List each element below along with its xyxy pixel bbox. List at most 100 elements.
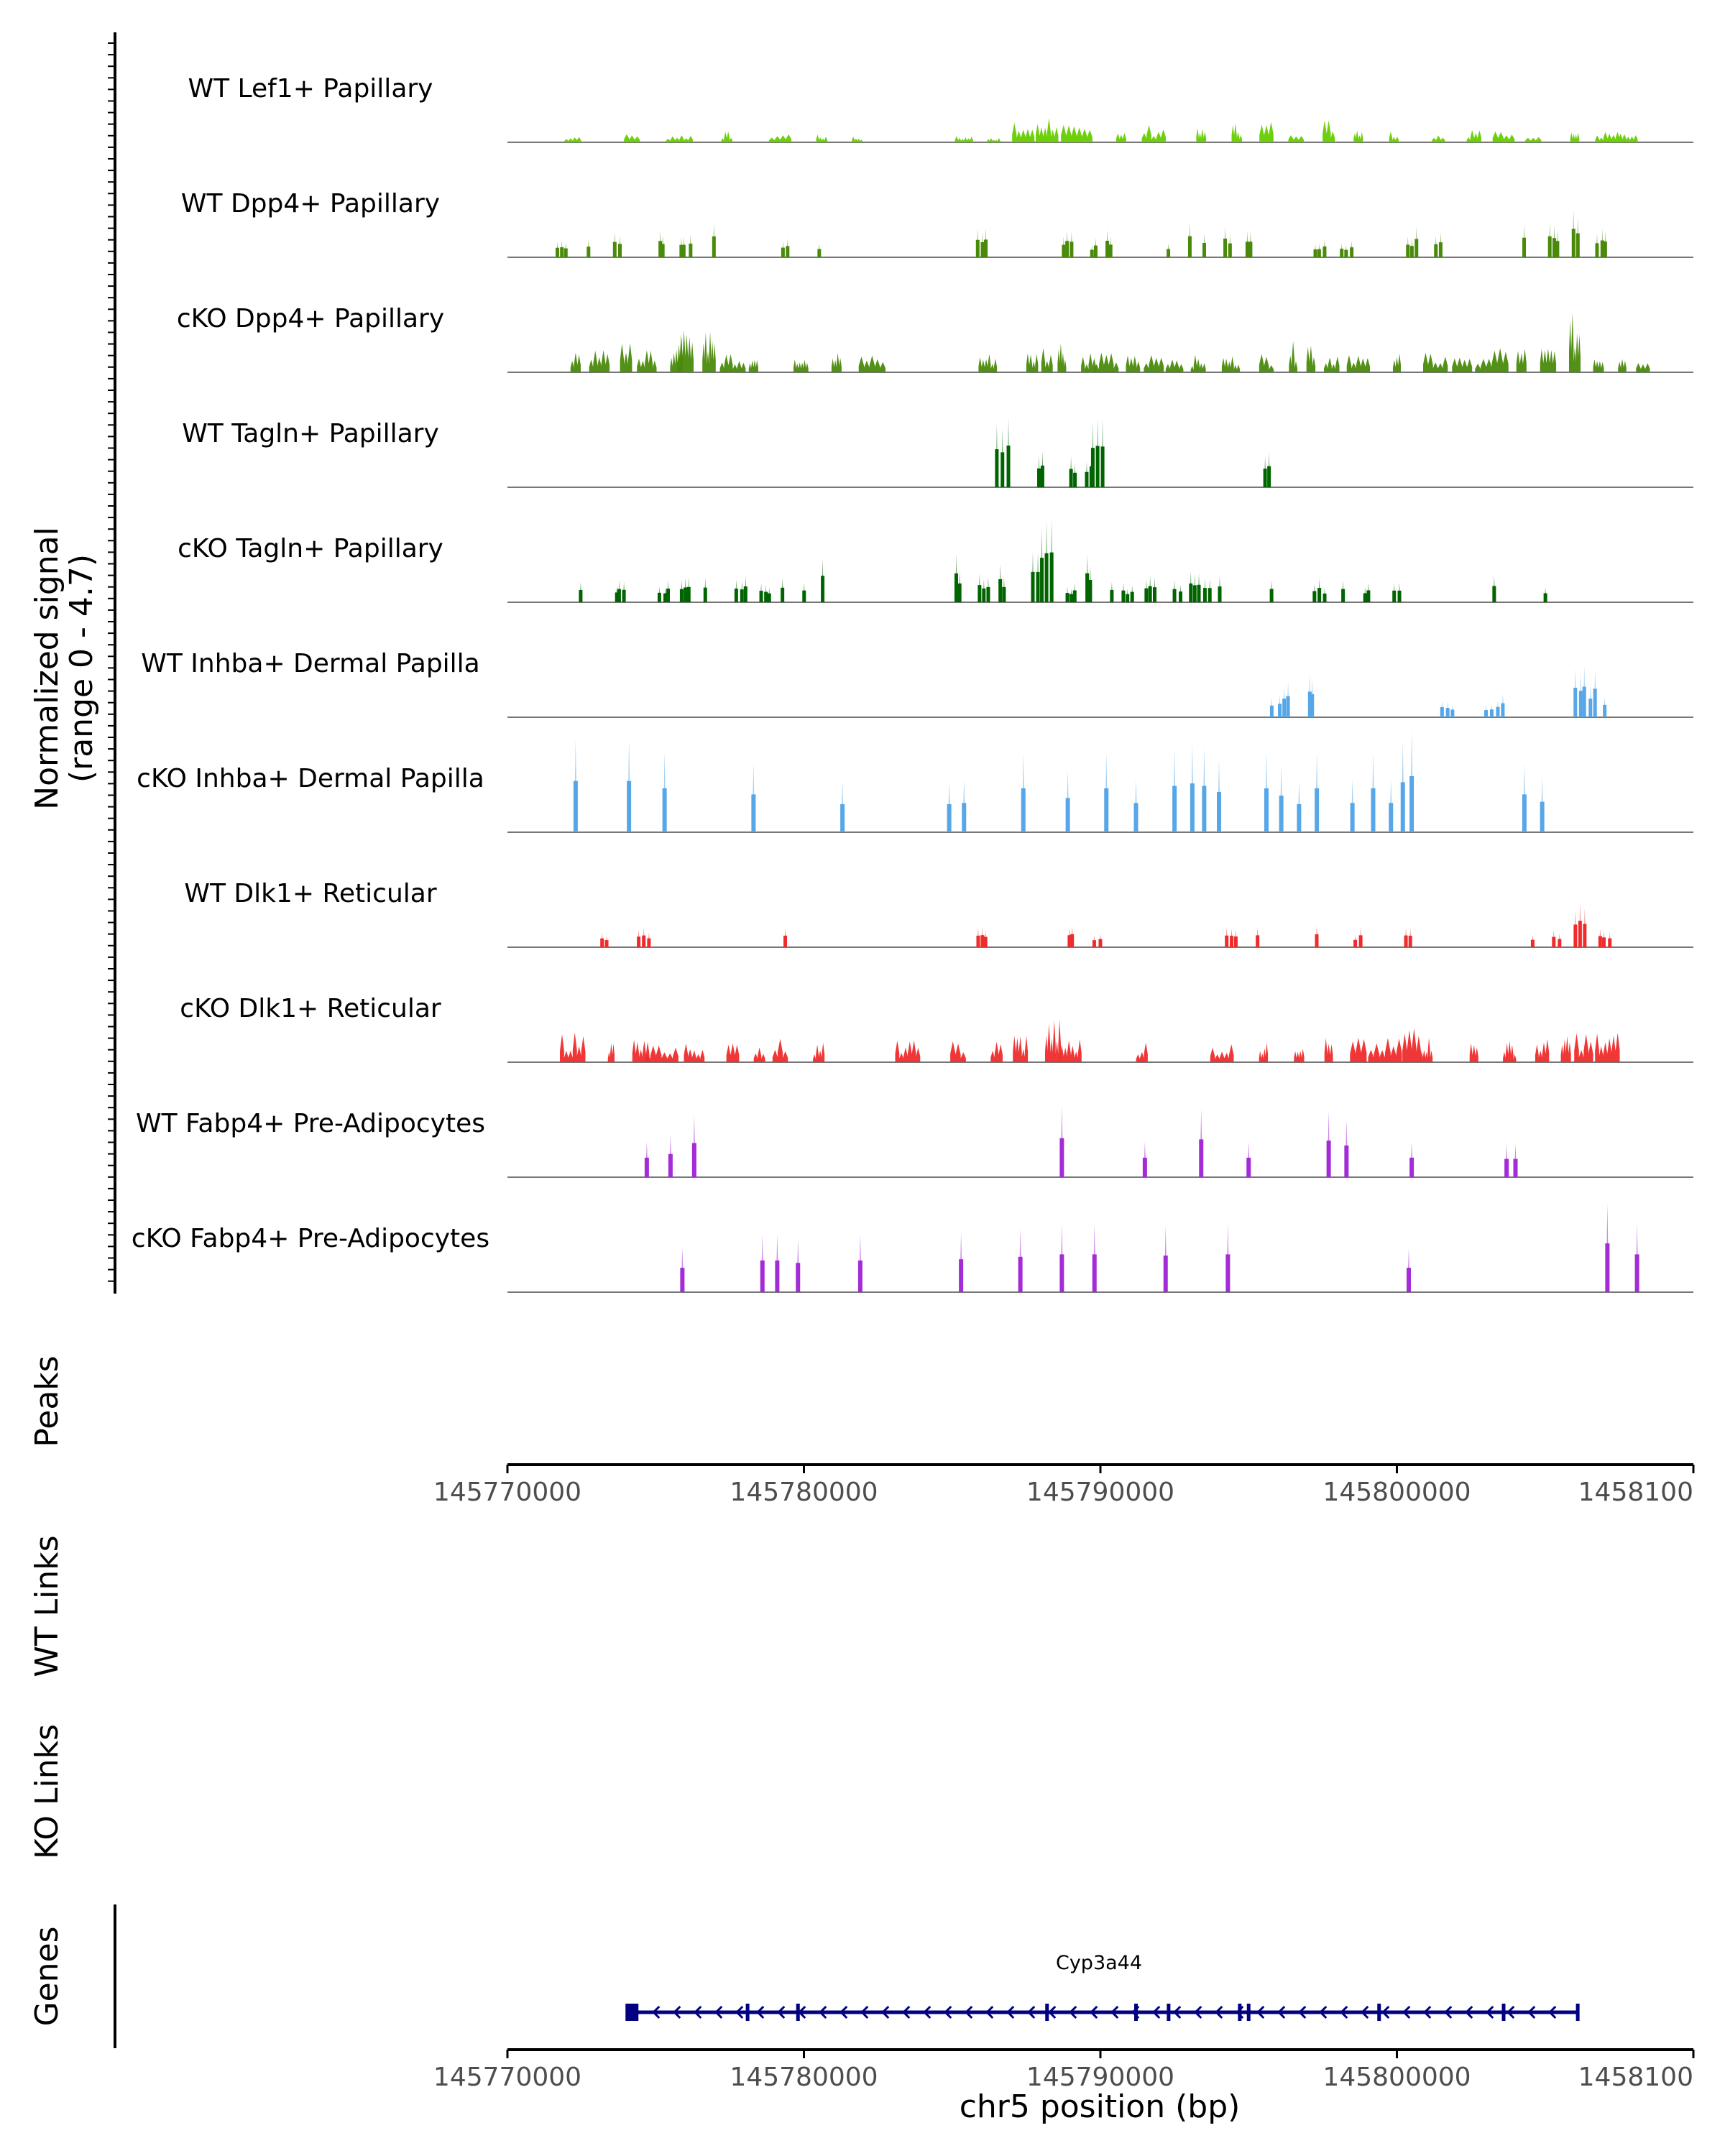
signal-peak [857, 1234, 862, 1292]
signal-peak [1288, 135, 1304, 142]
x-tick: 145800000 [1322, 1465, 1471, 1507]
signal-peak [1067, 925, 1075, 947]
signal-peak [1484, 704, 1494, 717]
signal-peak [1475, 348, 1509, 372]
genes-track-label: Genes [29, 1926, 65, 2026]
signal-peak [1350, 778, 1355, 832]
signal-peak [1393, 354, 1401, 372]
signal-peak [1595, 229, 1607, 257]
track-label: cKO Dlk1+ Reticular [180, 994, 441, 1023]
signal-peak [1522, 763, 1527, 832]
signal-peak [1012, 123, 1035, 142]
signal-peak [657, 579, 670, 602]
signal-peak [620, 343, 632, 372]
track [507, 666, 1693, 718]
signal-peak [1404, 927, 1412, 947]
signal-peak [1522, 224, 1527, 257]
track [507, 313, 1693, 373]
signal-peak [1059, 1039, 1082, 1062]
signal-peak [1217, 759, 1221, 832]
signal-peak [1552, 930, 1562, 947]
signal-peak [978, 573, 990, 602]
signal-peak [817, 243, 822, 257]
signal-peak [1294, 1049, 1305, 1062]
signal-peak [1492, 575, 1496, 602]
signal-peak [1371, 752, 1376, 832]
track-label: WT Lef1+ Papillary [188, 74, 433, 103]
signal-peak [1492, 131, 1515, 142]
signal-peak [1037, 451, 1044, 487]
signal-peak [1574, 1033, 1593, 1062]
strand-arrow [735, 2005, 744, 2019]
strand-arrow [881, 2005, 890, 2019]
signal-peak [1573, 903, 1587, 947]
signal-peak [612, 231, 622, 257]
signal-peak [668, 1135, 673, 1177]
strand-arrow [840, 2005, 848, 2019]
signal-peak [1223, 226, 1232, 257]
signal-peak [1259, 354, 1274, 372]
strand-arrow [1444, 2005, 1453, 2019]
signal-peak [662, 752, 667, 832]
signal-peak [821, 558, 825, 602]
signal-peak [1104, 752, 1109, 832]
y-axis-range-label: (range 0 - 4.7) [63, 554, 100, 783]
signal-peak [1469, 1043, 1478, 1062]
signal-peak [680, 1248, 685, 1292]
signal-peak [995, 423, 999, 487]
signal-peak [783, 928, 788, 947]
gene-exon [1167, 2004, 1171, 2021]
wt-links-track-label: WT Links [29, 1535, 65, 1677]
signal-peak [579, 581, 583, 602]
signal-peak [1570, 132, 1580, 142]
track-label: WT Dpp4+ Papillary [181, 189, 440, 218]
track-label: cKO Fabp4+ Pre-Adipocytes [132, 1224, 489, 1253]
signal-peak [1231, 124, 1243, 142]
signal-peak [1121, 582, 1134, 602]
signal-peak [691, 1115, 696, 1177]
signal-peak [666, 135, 694, 142]
signal-peak [1503, 1041, 1517, 1062]
signal-peak [1593, 359, 1604, 372]
gene-exon [1576, 2004, 1580, 2021]
signal-peak [586, 239, 591, 257]
strand-arrow [1423, 2005, 1432, 2019]
strand-arrow [777, 2005, 786, 2019]
signal-peak [1225, 1223, 1230, 1292]
signal-peak [712, 222, 716, 257]
signal-peak [1092, 1223, 1097, 1292]
x-axis-top: 145770000 145780000 145790000 145800000 1458… [433, 1465, 1695, 1507]
signal-peak [1322, 120, 1335, 142]
x-tick: 145780000 [730, 1465, 878, 1507]
signal-peak [1218, 576, 1222, 602]
signal-peak [560, 1032, 586, 1062]
signal-peak [1363, 582, 1371, 602]
signal-peak [852, 137, 863, 142]
signal-peak [1315, 752, 1320, 832]
signal-peak [1167, 243, 1171, 257]
signal-peak [658, 230, 665, 257]
signal-peak [1210, 1044, 1234, 1062]
signal-peak [1315, 926, 1319, 947]
x-tick: 145800000 [1322, 2050, 1471, 2092]
x-tick-label: 145800000 [1322, 2063, 1471, 2092]
strand-arrow [756, 2005, 765, 2019]
signal-peak [975, 228, 988, 257]
x-tick-label: 145800000 [1322, 1478, 1471, 1507]
signal-peak [1110, 581, 1114, 602]
signal-peak [1598, 929, 1612, 947]
signal-peak [555, 240, 568, 257]
strand-arrow [1277, 2005, 1286, 2019]
signal-peak [1595, 132, 1620, 142]
signal-peak [1434, 232, 1443, 257]
signal-peak [1141, 125, 1166, 142]
signal-peak [976, 926, 988, 947]
signal-peak [1021, 752, 1026, 832]
signal-peak [1142, 1141, 1147, 1177]
signal-peak [624, 134, 640, 142]
signal-peak [645, 1045, 678, 1062]
strand-arrow [1340, 2005, 1348, 2019]
track [507, 519, 1693, 603]
signal-peak [1513, 1143, 1518, 1177]
gene-name-label: Cyp3a44 [1056, 1952, 1142, 1974]
